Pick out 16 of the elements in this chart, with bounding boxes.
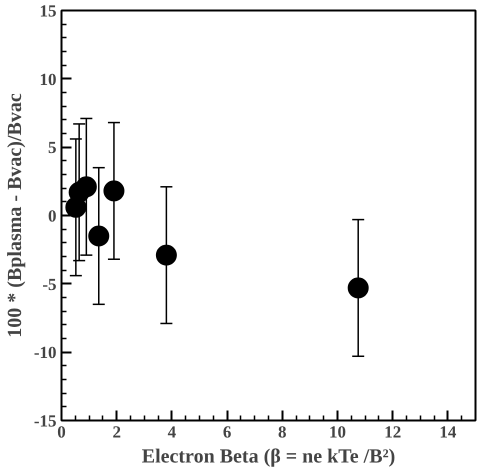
- x-tick-label: 10: [329, 422, 346, 442]
- x-tick-label: 14: [439, 422, 457, 442]
- x-axis-title: Electron Beta (β = ne kTe /B²): [142, 446, 396, 468]
- y-axis-title: 100 * (Bplasma - Bvac)/Bvac: [4, 93, 26, 338]
- x-tick-label: 6: [222, 422, 232, 442]
- y-tick-label: -5: [42, 274, 57, 294]
- y-tick-label: -10: [34, 343, 57, 362]
- x-tick-label: 4: [168, 422, 177, 442]
- x-tick-label: 8: [278, 422, 287, 442]
- x-tick-label: 12: [384, 422, 402, 442]
- y-tick-label: -15: [34, 412, 57, 430]
- y-tick-label: 10: [40, 70, 56, 89]
- x-tick-label: 2: [112, 422, 121, 442]
- y-tick-label: 0: [48, 206, 56, 226]
- y-tick-label: 15: [40, 2, 56, 20]
- y-tick-label: 5: [48, 138, 56, 158]
